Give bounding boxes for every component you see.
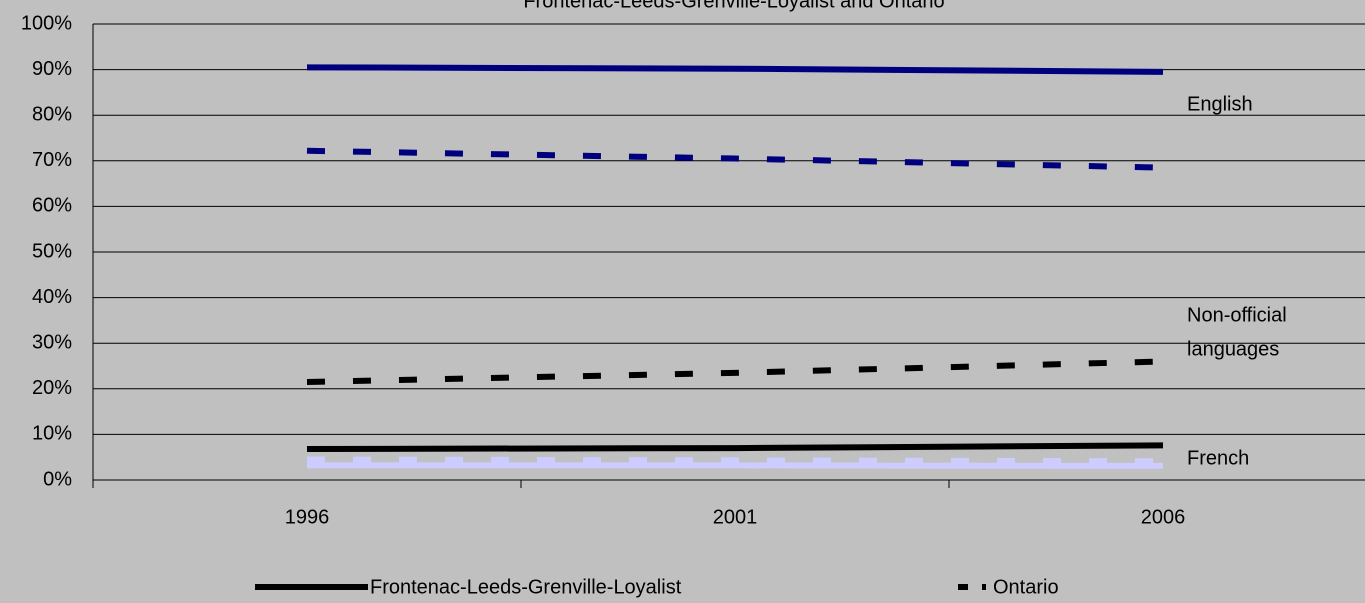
y-tick-label: 60% bbox=[32, 195, 72, 217]
y-tick-label: 80% bbox=[32, 103, 72, 125]
annotation: English bbox=[1187, 93, 1253, 115]
x-tick-label: 2006 bbox=[1141, 506, 1186, 528]
y-tick-label: 30% bbox=[32, 331, 72, 353]
annotation: Non-official bbox=[1187, 304, 1287, 326]
y-tick-label: 100% bbox=[21, 12, 72, 34]
y-tick-label: 10% bbox=[32, 423, 72, 445]
legend-label: Ontario bbox=[993, 576, 1059, 598]
line-series bbox=[306, 442, 1164, 452]
line-series bbox=[306, 456, 1164, 465]
line-series bbox=[306, 147, 1164, 171]
line-series bbox=[306, 358, 1164, 385]
y-tick-label: 90% bbox=[32, 58, 72, 80]
y-tick-label: 20% bbox=[32, 377, 72, 399]
annotation: French bbox=[1187, 447, 1249, 469]
y-tick-label: 70% bbox=[32, 149, 72, 171]
x-tick-label: 2001 bbox=[713, 506, 758, 528]
y-tick-label: 0% bbox=[43, 468, 72, 490]
y-tick-label: 50% bbox=[32, 240, 72, 262]
line-series bbox=[306, 64, 1164, 75]
chart-title: Frontenac-Leeds-Grenville-Loyalist and O… bbox=[523, 0, 944, 12]
y-tick-label: 40% bbox=[32, 286, 72, 308]
x-tick-label: 1996 bbox=[285, 506, 330, 528]
legend-label: Frontenac-Leeds-Grenville-Loyalist bbox=[370, 576, 682, 598]
annotation: languages bbox=[1187, 338, 1279, 360]
